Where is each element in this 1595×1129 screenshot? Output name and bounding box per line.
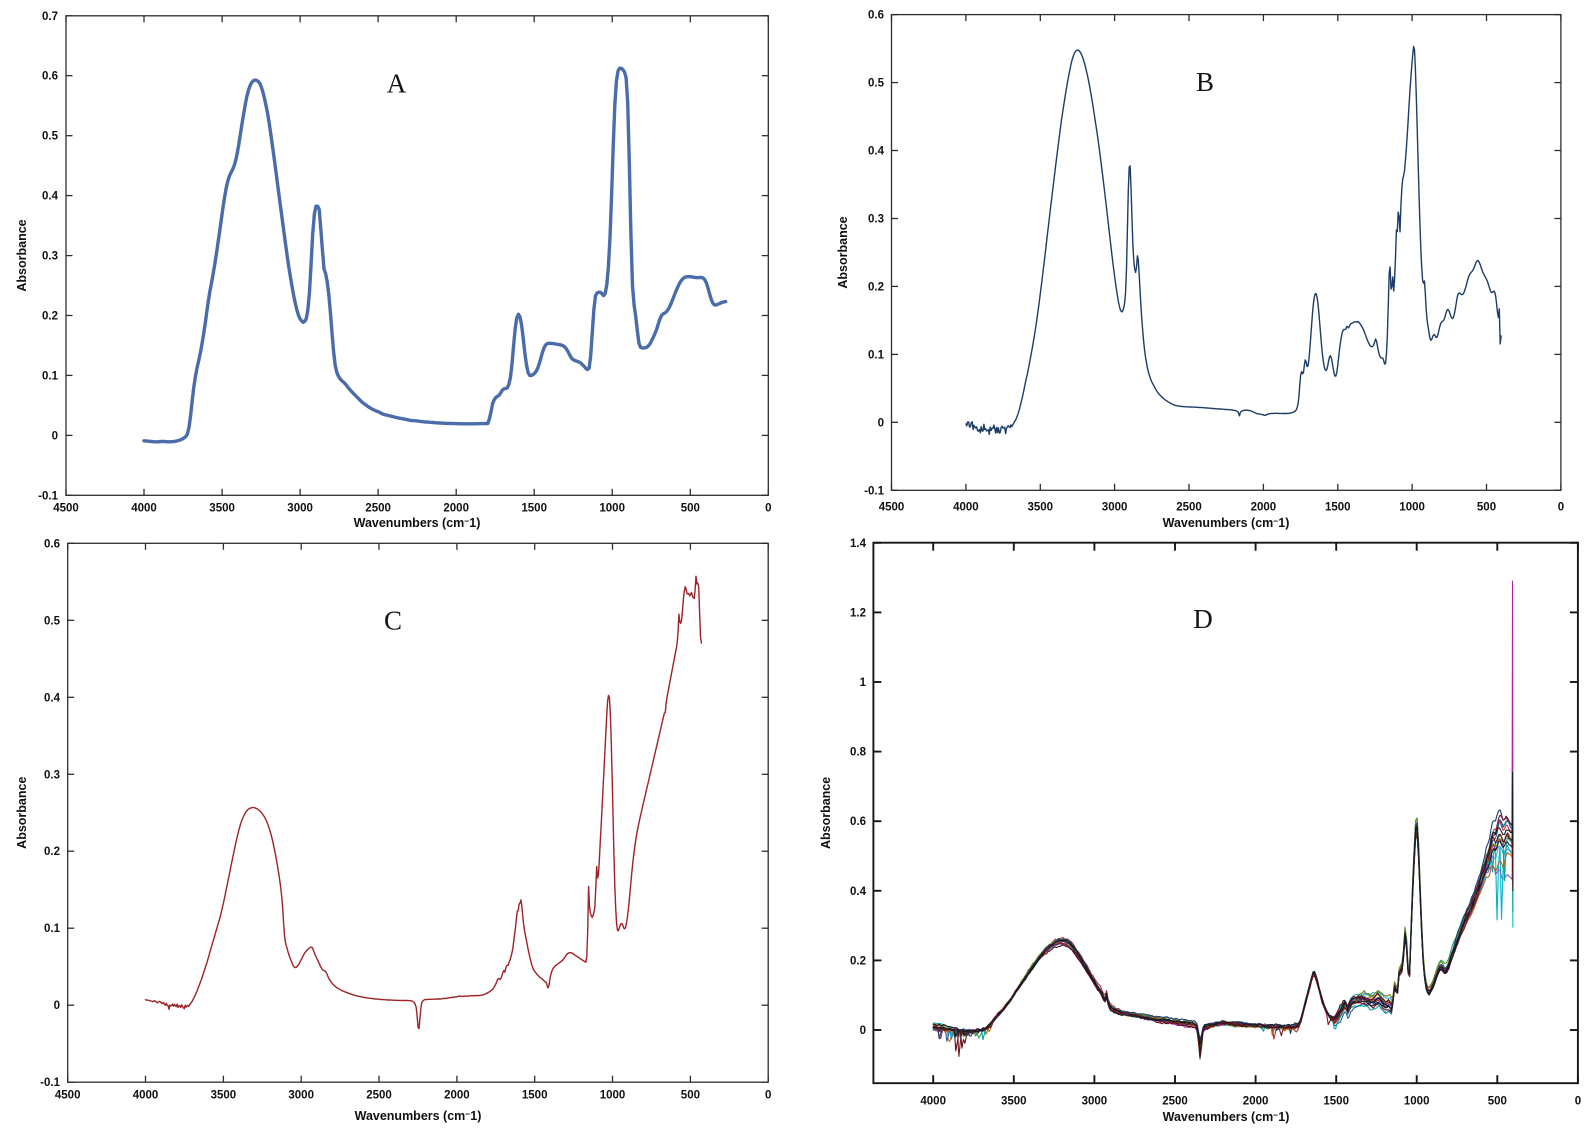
svg-text:4000: 4000 bbox=[953, 502, 979, 514]
svg-text:2000: 2000 bbox=[1243, 1096, 1269, 1108]
svg-text:0.6: 0.6 bbox=[42, 71, 58, 83]
svg-text:0.5: 0.5 bbox=[868, 78, 885, 90]
svg-text:0: 0 bbox=[765, 503, 771, 515]
svg-text:3000: 3000 bbox=[1082, 1096, 1108, 1108]
svg-text:2000: 2000 bbox=[443, 503, 469, 515]
svg-text:4500: 4500 bbox=[53, 503, 79, 515]
svg-text:2000: 2000 bbox=[1251, 502, 1277, 514]
svg-text:1500: 1500 bbox=[1323, 1096, 1349, 1108]
svg-text:0: 0 bbox=[52, 430, 58, 442]
svg-text:3500: 3500 bbox=[211, 1090, 237, 1102]
svg-text:0: 0 bbox=[765, 1090, 771, 1102]
svg-text:0.5: 0.5 bbox=[42, 131, 59, 143]
svg-text:500: 500 bbox=[681, 503, 700, 515]
svg-text:0.6: 0.6 bbox=[868, 10, 884, 22]
svg-text:0.6: 0.6 bbox=[850, 816, 866, 828]
svg-text:500: 500 bbox=[1488, 1096, 1507, 1108]
svg-text:0.6: 0.6 bbox=[44, 538, 60, 550]
svg-text:1000: 1000 bbox=[1399, 502, 1425, 514]
svg-text:Absorbance: Absorbance bbox=[819, 777, 833, 849]
svg-text:0: 0 bbox=[54, 1000, 60, 1012]
svg-text:2500: 2500 bbox=[1162, 1096, 1188, 1108]
svg-text:3500: 3500 bbox=[209, 503, 235, 515]
svg-text:0.1: 0.1 bbox=[868, 349, 885, 361]
svg-text:0.2: 0.2 bbox=[42, 311, 58, 323]
svg-text:A: A bbox=[387, 69, 407, 99]
svg-text:Wavenumbers (cm−1): Wavenumbers (cm−1) bbox=[1163, 516, 1290, 530]
svg-text:-0.1: -0.1 bbox=[38, 490, 58, 502]
svg-text:D: D bbox=[1193, 604, 1213, 634]
svg-text:0.5: 0.5 bbox=[44, 615, 61, 627]
svg-text:1000: 1000 bbox=[599, 503, 625, 515]
svg-text:1000: 1000 bbox=[600, 1090, 626, 1102]
svg-text:4000: 4000 bbox=[133, 1090, 159, 1102]
svg-text:0.4: 0.4 bbox=[44, 692, 61, 704]
svg-text:500: 500 bbox=[1477, 502, 1496, 514]
svg-text:4500: 4500 bbox=[879, 502, 905, 514]
svg-text:1500: 1500 bbox=[521, 503, 547, 515]
svg-text:0.8: 0.8 bbox=[850, 747, 867, 759]
svg-text:0.1: 0.1 bbox=[42, 370, 59, 382]
svg-text:2500: 2500 bbox=[1176, 502, 1202, 514]
svg-text:Absorbance: Absorbance bbox=[15, 777, 29, 849]
svg-text:4500: 4500 bbox=[55, 1090, 81, 1102]
svg-text:1500: 1500 bbox=[522, 1090, 548, 1102]
svg-text:0.2: 0.2 bbox=[868, 281, 884, 293]
svg-text:Absorbance: Absorbance bbox=[15, 219, 29, 291]
svg-text:1500: 1500 bbox=[1325, 502, 1351, 514]
svg-text:2500: 2500 bbox=[366, 1090, 392, 1102]
svg-text:4000: 4000 bbox=[920, 1096, 946, 1108]
svg-text:0: 0 bbox=[1558, 502, 1564, 514]
svg-text:1000: 1000 bbox=[1404, 1096, 1430, 1108]
svg-text:3000: 3000 bbox=[287, 503, 313, 515]
svg-text:Wavenumbers (cm−1): Wavenumbers (cm−1) bbox=[1163, 1110, 1290, 1124]
svg-text:2500: 2500 bbox=[365, 503, 391, 515]
svg-text:Absorbance: Absorbance bbox=[836, 216, 850, 288]
svg-text:0.3: 0.3 bbox=[42, 251, 58, 263]
svg-text:4000: 4000 bbox=[131, 503, 157, 515]
svg-text:0.4: 0.4 bbox=[850, 886, 867, 898]
svg-text:Wavenumbers (cm−1): Wavenumbers (cm−1) bbox=[355, 1109, 482, 1123]
svg-text:0.4: 0.4 bbox=[868, 146, 885, 158]
svg-text:0: 0 bbox=[860, 1025, 866, 1037]
svg-text:0: 0 bbox=[878, 417, 884, 429]
svg-text:3000: 3000 bbox=[1102, 502, 1128, 514]
svg-text:-0.1: -0.1 bbox=[40, 1077, 60, 1089]
svg-text:C: C bbox=[384, 605, 402, 635]
svg-text:2000: 2000 bbox=[444, 1090, 470, 1102]
svg-text:0.2: 0.2 bbox=[44, 846, 60, 858]
svg-text:0.3: 0.3 bbox=[868, 214, 884, 226]
svg-text:0.3: 0.3 bbox=[44, 769, 60, 781]
svg-text:3000: 3000 bbox=[288, 1090, 314, 1102]
svg-text:0.2: 0.2 bbox=[850, 955, 866, 967]
svg-text:3500: 3500 bbox=[1028, 502, 1054, 514]
svg-text:1.4: 1.4 bbox=[850, 538, 867, 550]
svg-text:0.4: 0.4 bbox=[42, 191, 59, 203]
svg-text:1: 1 bbox=[860, 677, 867, 689]
svg-text:0.1: 0.1 bbox=[44, 923, 61, 935]
svg-text:-0.1: -0.1 bbox=[864, 485, 884, 497]
svg-text:500: 500 bbox=[681, 1090, 700, 1102]
svg-text:0.7: 0.7 bbox=[42, 11, 58, 23]
svg-text:Wavenumbers (cm−1): Wavenumbers (cm−1) bbox=[354, 516, 481, 530]
svg-text:1.2: 1.2 bbox=[850, 607, 866, 619]
svg-text:0: 0 bbox=[1575, 1096, 1581, 1108]
svg-text:3500: 3500 bbox=[1001, 1096, 1027, 1108]
svg-text:B: B bbox=[1196, 67, 1214, 97]
